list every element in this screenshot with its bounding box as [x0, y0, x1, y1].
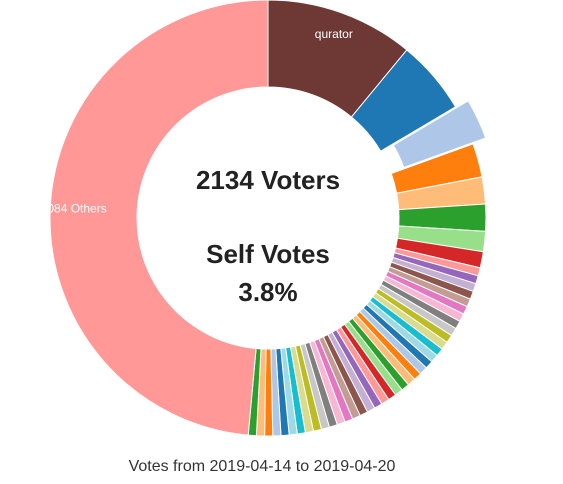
caption: Votes from 2019-04-14 to 2019-04-20 — [129, 458, 396, 475]
slice — [350, 49, 457, 152]
voters-count: 2134 Voters — [196, 165, 340, 195]
slice — [49, 0, 269, 436]
self-votes-label: Self Votes — [206, 239, 330, 269]
slice-label: qurator — [315, 27, 353, 41]
slices — [49, 0, 487, 437]
self-votes-value: 3.8% — [238, 277, 297, 307]
slice-label: 2084 Others — [41, 201, 107, 215]
slice — [392, 100, 487, 169]
